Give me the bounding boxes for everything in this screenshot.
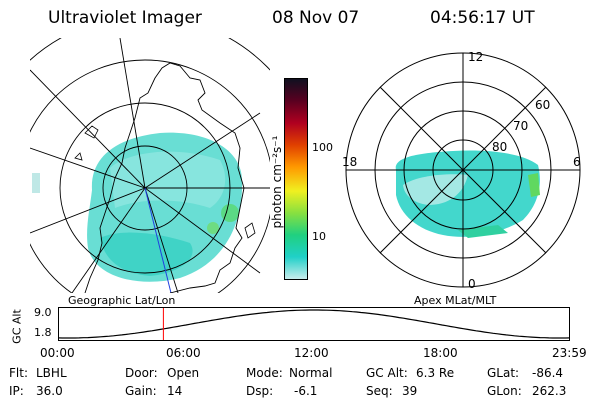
lat-label-80: 80 (492, 140, 507, 154)
altitude-xtick-1: 06:00 (166, 346, 201, 360)
gcalt-value: 6.3 Re (416, 366, 455, 380)
instrument-title: Ultraviolet Imager (48, 8, 202, 28)
color-bar (284, 78, 308, 280)
mode-label: Mode: (246, 366, 283, 380)
ip-value: 36.0 (36, 384, 63, 398)
altitude-ylabel: GC Alt (10, 309, 24, 344)
ip-label: IP: (9, 384, 24, 398)
coastline (84, 62, 245, 293)
mlt-label-18: 18 (342, 155, 357, 169)
dsp-value: -6.1 (294, 384, 318, 398)
mode-value: Normal (289, 366, 333, 380)
polar-plot-label: Apex MLat/MLT (414, 294, 497, 307)
mlt-label-6: 6 (573, 155, 581, 169)
door-value: Open (167, 366, 200, 380)
flt-value: LBHL (36, 366, 67, 380)
altitude-xtick-0: 00:00 (40, 346, 75, 360)
flt-label: Flt: (9, 366, 28, 380)
gain-value: 14 (167, 384, 183, 398)
lat-label-70: 70 (513, 119, 528, 133)
geographic-map (30, 38, 270, 293)
glon-label: GLon: (487, 384, 522, 398)
time-label: 04:56:17 UT (430, 8, 535, 28)
seq-label: Seq: (366, 384, 393, 398)
date-label: 08 Nov 07 (272, 8, 360, 28)
gain-label: Gain: (125, 384, 157, 398)
gcalt-label: GC Alt: (366, 366, 408, 380)
altitude-curve (58, 309, 571, 339)
lat-label-60: 60 (535, 98, 550, 112)
geo-map-label: Geographic Lat/Lon (68, 294, 176, 307)
colorbar-unit-label: photon cm⁻²s⁻¹ (270, 135, 284, 229)
aurora-oval-polar (395, 150, 540, 237)
glat-value: -86.4 (532, 366, 564, 380)
colorbar-tick-100: 100 (312, 141, 333, 154)
altitude-ytick-high: 9.0 (34, 306, 52, 319)
altitude-ytick-low: 1.8 (34, 326, 52, 339)
mlt-label-0: 0 (468, 277, 476, 291)
door-label: Door: (125, 366, 158, 380)
altitude-xtick-3: 18:00 (423, 346, 458, 360)
polar-plot: 12 18 6 0 60 70 80 (342, 50, 581, 291)
altitude-plot (58, 307, 571, 341)
mlt-label-12: 12 (468, 50, 483, 64)
altitude-xtick-4: 23:59 (552, 346, 587, 360)
dsp-label: Dsp: (246, 384, 274, 398)
glon-value: 262.3 (532, 384, 567, 398)
colorbar-tick-10: 10 (312, 230, 326, 243)
glat-label: GLat: (487, 366, 520, 380)
altitude-xtick-2: 12:00 (294, 346, 329, 360)
seq-value: 39 (402, 384, 418, 398)
